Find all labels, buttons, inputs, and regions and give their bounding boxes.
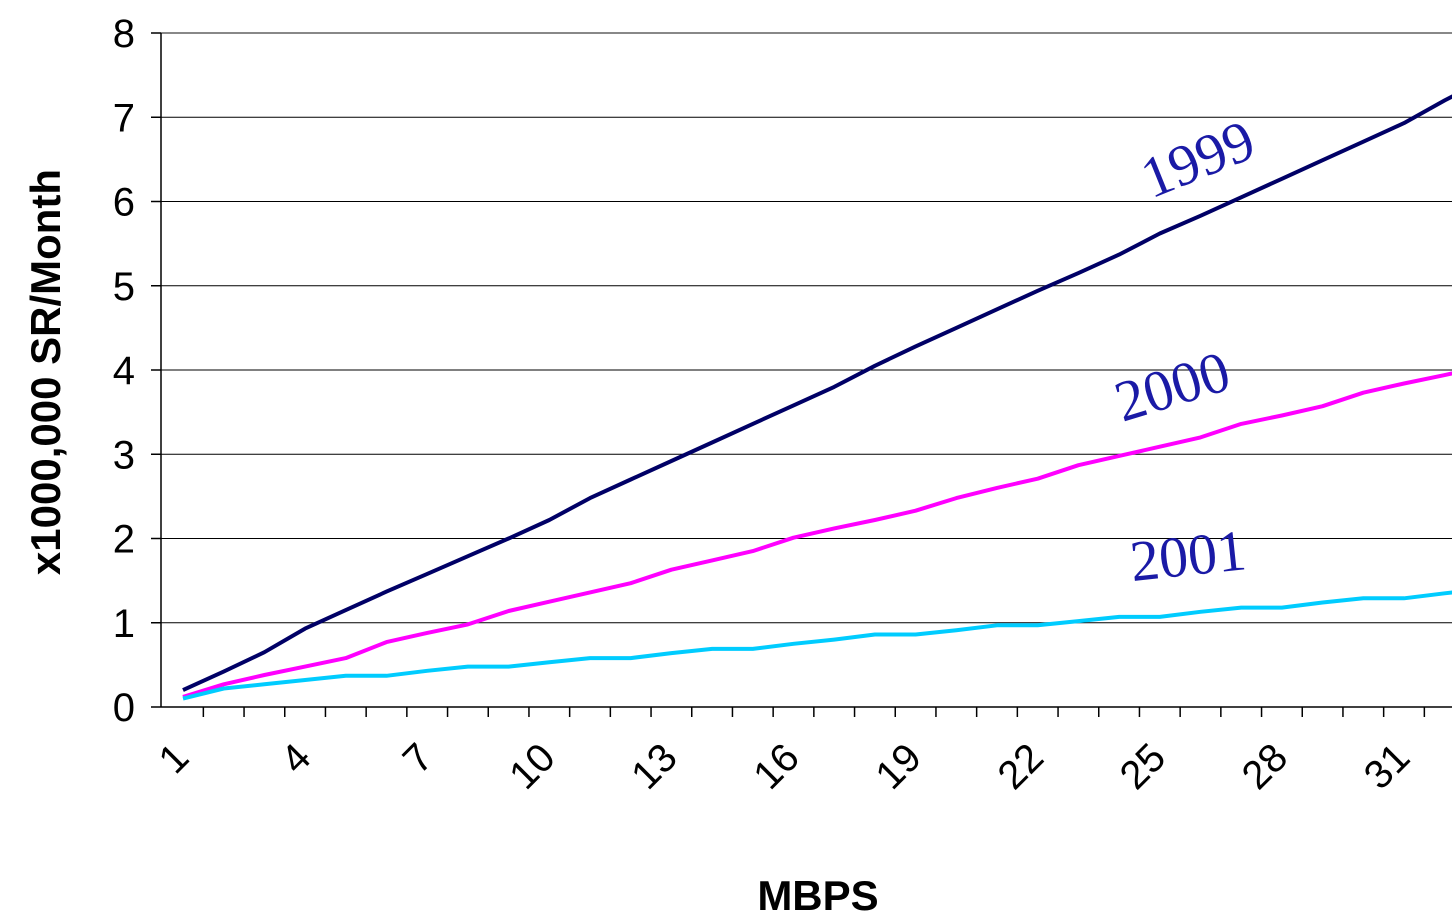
y-tick-labels: 0 1 2 3 4 5 6 7 8 (113, 12, 135, 730)
x-tick-label: 25 (1112, 735, 1175, 798)
axes (151, 32, 1452, 717)
y-tick-label: 4 (113, 349, 135, 393)
x-tick-labels: 1 4 7 10 13 16 19 22 25 28 31 (151, 735, 1419, 798)
series-line-2001 (182, 590, 1452, 701)
x-tick-label: 16 (745, 735, 808, 798)
x-tick-label: 28 (1234, 735, 1297, 798)
series-label-2000: 2000 (1107, 338, 1237, 434)
y-tick-label: 0 (113, 686, 135, 730)
y-tick-label: 2 (113, 518, 135, 562)
x-tick-label: 1 (151, 735, 198, 782)
series-line-1999 (182, 94, 1452, 692)
y-tick-label: 7 (113, 96, 135, 140)
y-tick-label: 8 (113, 12, 135, 56)
y-tick-label: 1 (113, 602, 135, 646)
series-line-2000 (182, 371, 1452, 699)
series-lines (182, 94, 1452, 701)
x-tick-label: 19 (867, 735, 930, 798)
x-tick-label: 10 (501, 735, 564, 798)
y-axis-title: x1000,000 SR/Month (22, 169, 69, 575)
y-tick-label: 3 (113, 433, 135, 477)
y-tick-label: 6 (113, 181, 135, 225)
y-tick-label: 5 (113, 265, 135, 309)
x-tick-label: 22 (989, 735, 1052, 798)
x-axis-title: MBPS (757, 872, 878, 917)
x-tick-label: 13 (623, 735, 686, 798)
grid-lines (161, 32, 1452, 624)
x-tick-label: 7 (395, 735, 442, 782)
series-label-2001: 2001 (1127, 517, 1249, 594)
x-tick-label: 31 (1356, 735, 1419, 798)
x-tick-label: 4 (273, 735, 320, 782)
